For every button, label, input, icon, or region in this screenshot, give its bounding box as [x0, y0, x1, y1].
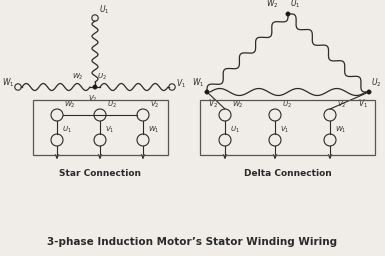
- Text: $V_1$: $V_1$: [280, 125, 290, 135]
- Bar: [200, 100, 375, 155]
- Text: $W_2$: $W_2$: [232, 100, 244, 110]
- Text: $U_2$: $U_2$: [282, 100, 292, 110]
- Circle shape: [286, 12, 290, 16]
- Circle shape: [205, 90, 209, 94]
- Text: $W_2$: $W_2$: [266, 0, 278, 10]
- Text: Delta Connection: Delta Connection: [244, 168, 332, 177]
- Text: $V_2$: $V_2$: [208, 98, 218, 111]
- Text: $W_1$: $W_1$: [2, 77, 14, 89]
- Text: $U_2$: $U_2$: [371, 77, 382, 89]
- Text: $V_1$: $V_1$: [358, 98, 368, 111]
- Text: $U_1$: $U_1$: [62, 125, 72, 135]
- Text: $U_1$: $U_1$: [230, 125, 240, 135]
- Text: $V_2$: $V_2$: [150, 100, 159, 110]
- Text: $W_1$: $W_1$: [148, 125, 159, 135]
- Text: $U_1$: $U_1$: [290, 0, 300, 10]
- Text: $W_2$: $W_2$: [72, 72, 84, 82]
- Bar: [33, 100, 168, 155]
- Text: $U_1$: $U_1$: [99, 4, 109, 16]
- Text: $V_2$: $V_2$: [88, 94, 98, 104]
- Text: $W_2$: $W_2$: [64, 100, 75, 110]
- Text: $V_1$: $V_1$: [176, 78, 186, 90]
- Text: Star Connection: Star Connection: [59, 168, 141, 177]
- Circle shape: [367, 90, 371, 94]
- Text: $U_2$: $U_2$: [97, 72, 107, 82]
- Text: $W_1$: $W_1$: [192, 77, 204, 89]
- Text: $W_1$: $W_1$: [335, 125, 346, 135]
- Text: $V_1$: $V_1$: [105, 125, 114, 135]
- Text: $U_2$: $U_2$: [107, 100, 117, 110]
- Text: 3-phase Induction Motor’s Stator Winding Wiring: 3-phase Induction Motor’s Stator Winding…: [47, 237, 337, 247]
- Text: $V_2$: $V_2$: [337, 100, 346, 110]
- Circle shape: [93, 85, 97, 89]
